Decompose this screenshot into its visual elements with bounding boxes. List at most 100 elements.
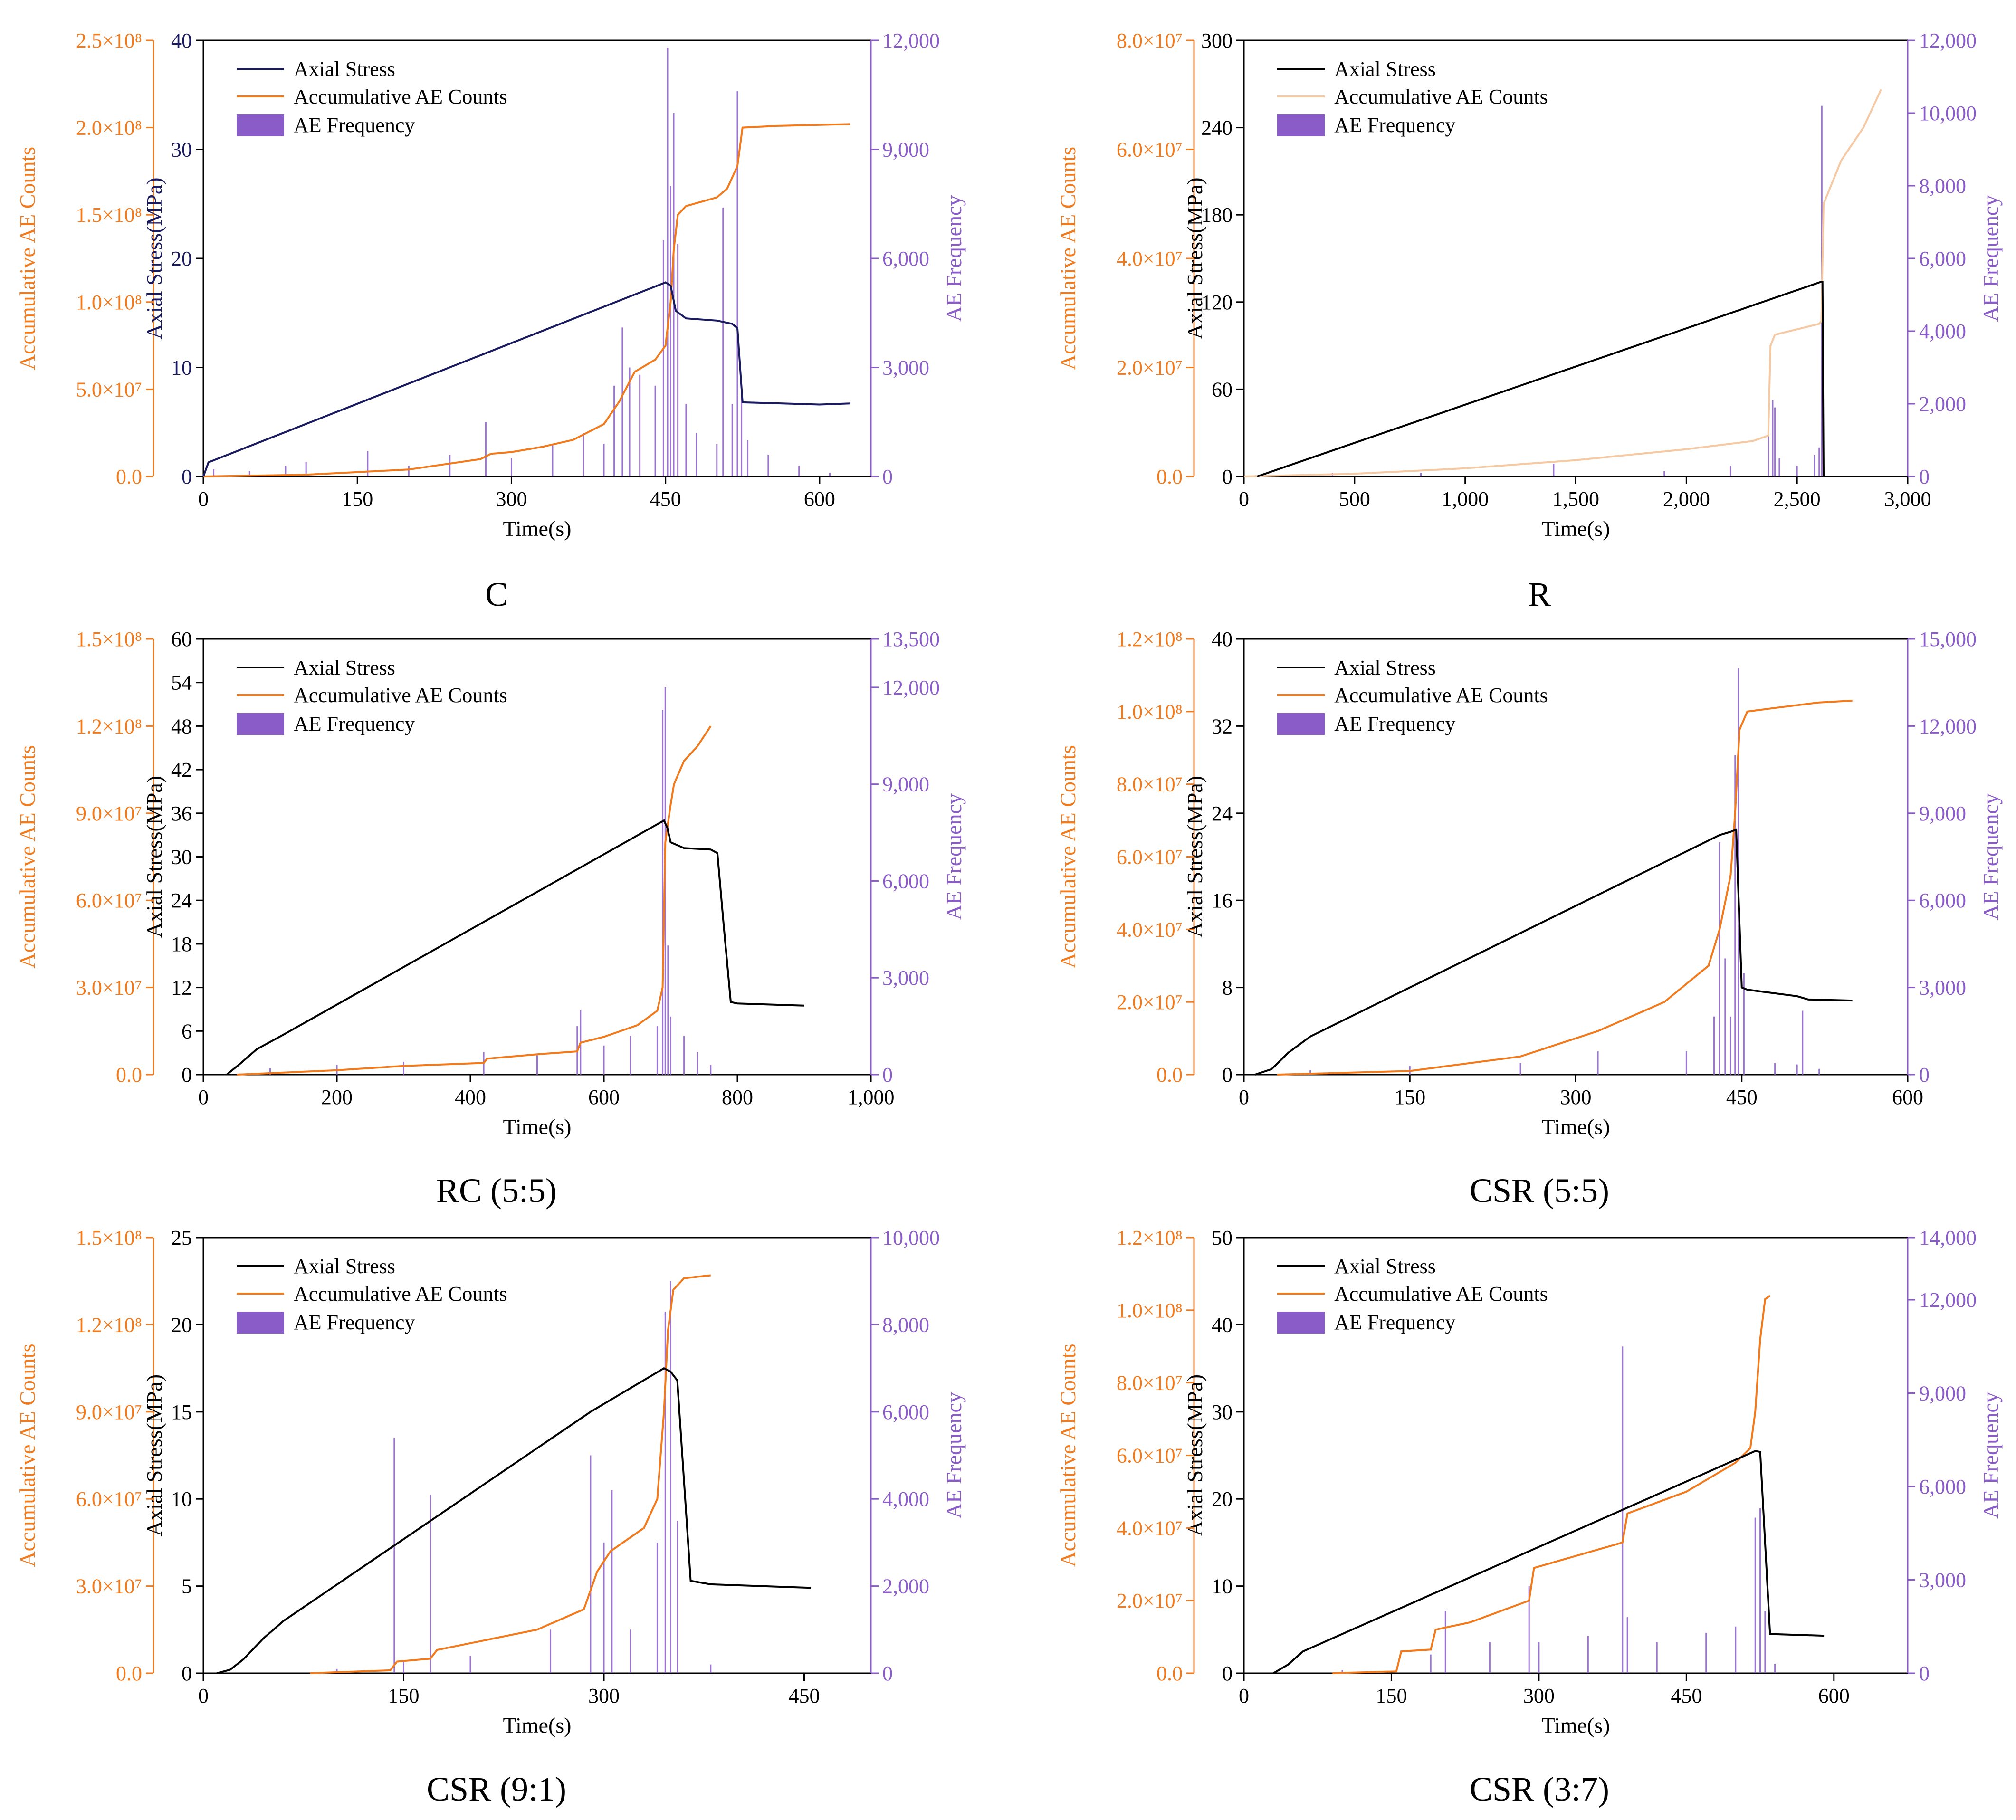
legend-frequency-swatch — [237, 713, 284, 735]
frequency-axis-title: AE Frequency — [942, 195, 966, 322]
frequency-tick-label: 8,000 — [1919, 174, 1966, 198]
counts-tick-label: 2.0×10⁷ — [1117, 1589, 1183, 1612]
stress-tick-label: 30 — [171, 846, 192, 869]
x-tick-label: 500 — [1339, 487, 1370, 511]
counts-axis-title: Accumulative AE Counts — [15, 147, 39, 370]
frequency-tick-label: 0 — [1919, 1063, 1930, 1086]
x-tick-label: 3,000 — [1884, 487, 1931, 511]
stress-tick-label: 300 — [1201, 29, 1233, 52]
counts-line — [1277, 699, 1853, 1076]
stress-tick-label: 120 — [1201, 291, 1233, 314]
x-tick-label: 450 — [650, 487, 681, 511]
x-tick-label: 150 — [342, 487, 373, 511]
counts-tick-label: 0.0 — [1156, 1662, 1183, 1685]
panel-caption: CSR (3:7) — [1470, 1770, 1609, 1808]
frequency-tick-label: 0 — [882, 1662, 893, 1685]
frequency-tick-label: 6,000 — [882, 869, 929, 893]
stress-tick-label: 25 — [171, 1226, 192, 1249]
panel-caption: C — [485, 575, 508, 613]
stress-tick-label: 18 — [171, 933, 192, 956]
counts-tick-label: 1.2×10⁸ — [76, 715, 142, 738]
x-axis-title: Time(s) — [503, 1713, 572, 1737]
x-axis-title: Time(s) — [1542, 516, 1610, 541]
counts-tick-label: 1.2×10⁸ — [1117, 1226, 1183, 1249]
frequency-tick-label: 9,000 — [1919, 1382, 1966, 1405]
counts-tick-label: 5.0×10⁷ — [76, 378, 142, 401]
legend-frequency-swatch — [1277, 114, 1325, 136]
stress-tick-label: 8 — [1222, 976, 1233, 1000]
stress-axis-title: Axial Stress(MPa) — [1183, 776, 1207, 938]
stress-tick-label: 54 — [171, 671, 192, 695]
x-tick-label: 0 — [198, 1684, 209, 1707]
legend-frequency-swatch — [1277, 713, 1325, 735]
frequency-tick-label: 12,000 — [882, 29, 940, 52]
counts-tick-label: 6.0×10⁷ — [76, 889, 142, 912]
frequency-tick-label: 2,000 — [1919, 392, 1966, 416]
x-tick-label: 300 — [1560, 1086, 1592, 1109]
frequency-axis-title: AE Frequency — [942, 793, 966, 920]
stress-tick-label: 24 — [171, 889, 192, 912]
counts-line — [1332, 1295, 1771, 1674]
x-axis-title: Time(s) — [503, 1115, 572, 1139]
counts-tick-label: 1.0×10⁸ — [76, 291, 142, 314]
stress-tick-label: 6 — [182, 1020, 192, 1043]
stress-tick-label: 0 — [182, 1063, 192, 1086]
legend-counts-label: Accumulative AE Counts — [1334, 1282, 1548, 1305]
stress-tick-label: 180 — [1201, 203, 1233, 227]
counts-line — [310, 1274, 711, 1674]
stress-tick-label: 20 — [171, 1313, 192, 1336]
legend-frequency-label: AE Frequency — [294, 1311, 415, 1334]
counts-tick-label: 8.0×10⁷ — [1117, 1372, 1183, 1395]
x-tick-label: 0 — [1239, 1086, 1249, 1109]
legend-frequency-label: AE Frequency — [1334, 1311, 1455, 1334]
x-tick-label: 600 — [588, 1086, 620, 1109]
stress-tick-label: 60 — [1212, 378, 1233, 401]
stress-line — [1254, 828, 1853, 1076]
x-tick-label: 0 — [1239, 487, 1249, 511]
frequency-tick-label: 6,000 — [882, 247, 929, 270]
counts-tick-label: 6.0×10⁷ — [1117, 138, 1183, 162]
x-axis-title: Time(s) — [1542, 1115, 1610, 1139]
x-tick-label: 1,000 — [1442, 487, 1489, 511]
counts-tick-label: 0.0 — [1156, 1063, 1183, 1086]
x-axis-title: Time(s) — [503, 516, 572, 541]
frequency-tick-label: 4,000 — [1919, 320, 1966, 343]
legend-counts-label: Accumulative AE Counts — [294, 684, 507, 707]
counts-tick-label: 8.0×10⁷ — [1117, 29, 1183, 52]
stress-line — [1257, 281, 1825, 477]
stress-line — [202, 281, 850, 477]
x-tick-label: 400 — [455, 1086, 486, 1109]
counts-tick-label: 1.2×10⁸ — [1117, 628, 1183, 651]
frequency-tick-label: 10,000 — [882, 1226, 940, 1249]
counts-tick-label: 4.0×10⁷ — [1117, 1516, 1183, 1540]
legend-counts-label: Accumulative AE Counts — [1334, 85, 1548, 108]
counts-axis-title: Accumulative AE Counts — [1056, 147, 1080, 370]
x-tick-label: 150 — [1376, 1684, 1407, 1707]
stress-tick-label: 30 — [1212, 1401, 1233, 1424]
x-tick-label: 2,500 — [1774, 487, 1821, 511]
counts-axis-title: Accumulative AE Counts — [15, 1344, 39, 1567]
frequency-tick-label: 6,000 — [1919, 889, 1966, 912]
counts-axis-title: Accumulative AE Counts — [1056, 1344, 1080, 1567]
x-tick-label: 800 — [722, 1086, 753, 1109]
x-tick-label: 2,000 — [1663, 487, 1710, 511]
legend-stress-label: Axial Stress — [294, 656, 395, 679]
x-tick-label: 600 — [804, 487, 835, 511]
legend-frequency-label: AE Frequency — [294, 712, 415, 735]
panel-rc-5-5: RC (5:5) 0 200 400 600 800 1,000Time(s)061218… — [15, 628, 966, 1210]
stress-tick-label: 12 — [171, 976, 192, 1000]
panel-csr-5-5: CSR (5:5) 0 150 300 450 600 Time(s) 0 8 16 24 32 40… — [1056, 628, 2003, 1210]
frequency-tick-label: 10,000 — [1919, 102, 1977, 125]
frequency-tick-label: 3,000 — [882, 356, 929, 380]
counts-line — [237, 725, 712, 1076]
x-tick-label: 600 — [1892, 1086, 1923, 1109]
x-tick-label: 200 — [321, 1086, 353, 1109]
frequency-tick-label: 0 — [1919, 465, 1930, 488]
panel-c: C 0 150 300 450 600 Time(s) 0 10 20 30 40 Axial Str… — [15, 29, 966, 613]
stress-axis-title: Axial Stress(MPa) — [1183, 1374, 1207, 1536]
counts-tick-label: 4.0×10⁷ — [1117, 918, 1183, 941]
frequency-tick-label: 3,000 — [1919, 976, 1966, 1000]
stress-tick-label: 20 — [1212, 1487, 1233, 1511]
